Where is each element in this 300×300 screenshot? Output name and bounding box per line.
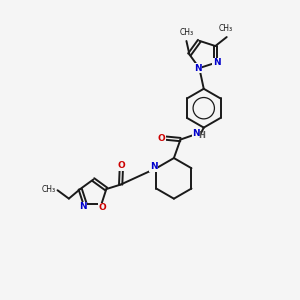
Text: O: O [158,134,165,142]
Text: CH₃: CH₃ [218,25,232,34]
Text: N: N [192,129,200,138]
Text: N: N [213,58,221,68]
Text: O: O [117,161,125,170]
Text: N: N [79,202,87,211]
Text: N: N [194,64,202,73]
Text: O: O [99,203,107,212]
Text: N: N [150,162,158,171]
Text: CH₃: CH₃ [179,28,194,38]
Text: CH₃: CH₃ [42,185,56,194]
Text: H: H [199,131,206,140]
